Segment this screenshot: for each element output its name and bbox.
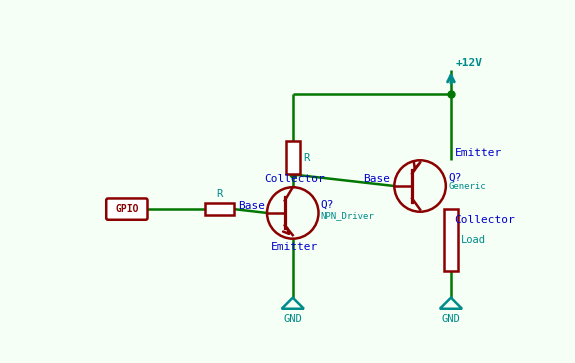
Text: R: R	[304, 152, 310, 163]
Bar	[286, 141, 300, 174]
Text: Load: Load	[461, 235, 486, 245]
Text: GPIO: GPIO	[115, 204, 139, 214]
Text: Emitter: Emitter	[454, 148, 502, 158]
Bar	[205, 203, 234, 215]
Text: GND: GND	[283, 314, 302, 324]
Text: Base: Base	[238, 201, 265, 211]
Bar	[444, 209, 458, 271]
Text: R: R	[216, 189, 223, 199]
FancyBboxPatch shape	[106, 199, 148, 220]
Text: Q?: Q?	[321, 200, 334, 210]
Text: Collector: Collector	[264, 174, 325, 184]
Text: Collector: Collector	[454, 215, 515, 225]
Text: Generic: Generic	[448, 182, 486, 191]
Text: Q?: Q?	[448, 173, 462, 183]
Text: +12V: +12V	[455, 58, 482, 68]
Text: Base: Base	[363, 174, 390, 184]
Text: NPN_Driver: NPN_Driver	[321, 211, 374, 220]
Text: Emitter: Emitter	[271, 242, 319, 252]
Text: GND: GND	[442, 314, 461, 324]
